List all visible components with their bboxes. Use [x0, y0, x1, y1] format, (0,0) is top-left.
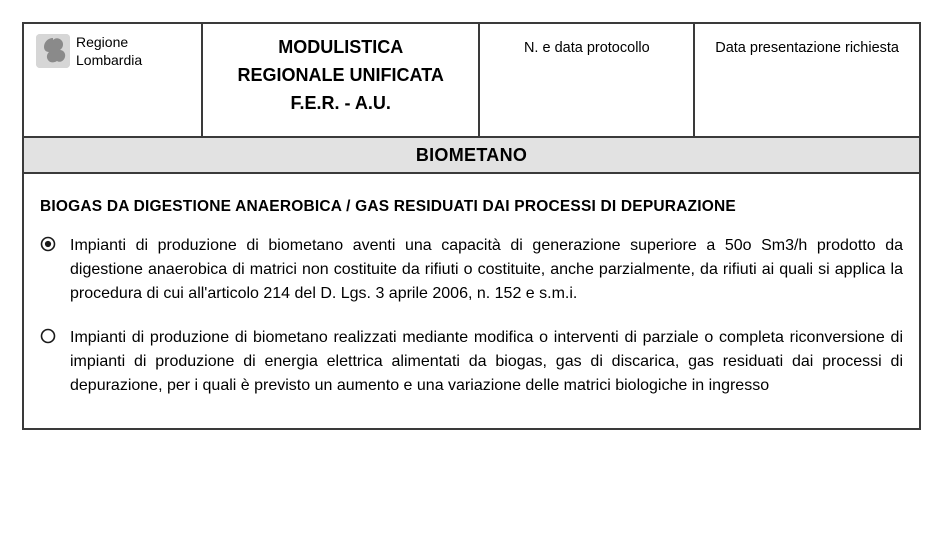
form-frame: Regione Lombardia MODULISTICA REGIONALE …: [22, 22, 921, 430]
protocol-label: N. e data protocollo: [524, 40, 650, 56]
option-row: Impianti di produzione di biometano aven…: [40, 234, 903, 306]
form-title-line2: REGIONALE UNIFICATA: [238, 62, 444, 90]
submission-date-cell: Data presentazione richiesta: [695, 24, 919, 136]
form-title-line1: MODULISTICA: [278, 34, 403, 62]
radio-selected-icon[interactable]: [40, 236, 56, 252]
option-text: Impianti di produzione di biometano real…: [70, 326, 903, 398]
radio-unselected-icon[interactable]: [40, 328, 56, 344]
lombardia-logo-icon: [36, 34, 70, 68]
submission-label: Data presentazione richiesta: [715, 40, 899, 56]
region-logo-block: Regione Lombardia: [36, 34, 142, 69]
section-subheading: BIOGAS DA DIGESTIONE ANAEROBICA / GAS RE…: [40, 198, 903, 216]
region-cell: Regione Lombardia: [24, 24, 203, 136]
form-title-line3: F.E.R. - A.U.: [291, 90, 391, 118]
protocol-cell: N. e data protocollo: [480, 24, 695, 136]
option-text: Impianti di produzione di biometano aven…: [70, 234, 903, 306]
form-title-cell: MODULISTICA REGIONALE UNIFICATA F.E.R. -…: [203, 24, 480, 136]
region-line2: Lombardia: [76, 52, 142, 70]
option-row: Impianti di produzione di biometano real…: [40, 326, 903, 398]
section-body: BIOGAS DA DIGESTIONE ANAEROBICA / GAS RE…: [24, 174, 919, 428]
region-name: Regione Lombardia: [76, 34, 142, 69]
region-line1: Regione: [76, 34, 142, 52]
section-title-band: BIOMETANO: [24, 136, 919, 174]
header-row: Regione Lombardia MODULISTICA REGIONALE …: [24, 24, 919, 136]
section-title: BIOMETANO: [416, 145, 527, 165]
form-page: Regione Lombardia MODULISTICA REGIONALE …: [0, 0, 943, 452]
